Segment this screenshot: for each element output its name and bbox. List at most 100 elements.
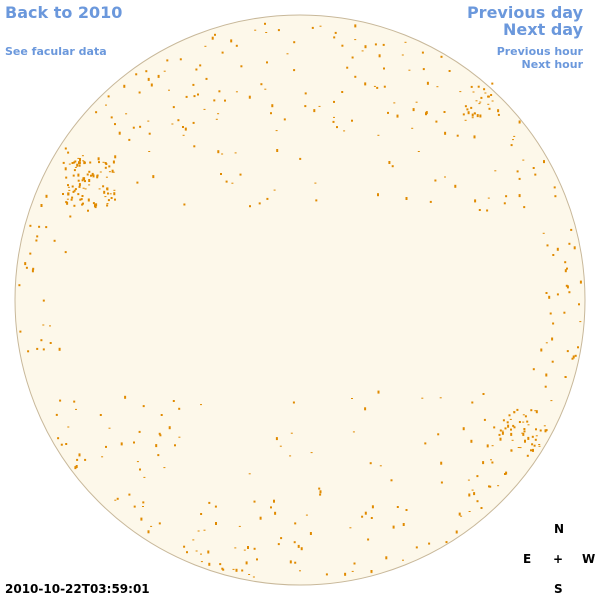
facula [351,119,353,122]
facula [470,439,473,443]
facula [480,96,483,99]
facula [513,426,516,429]
facula [405,509,408,511]
facula [95,111,98,114]
facula [556,247,559,251]
facula [112,160,115,164]
facula [566,350,569,353]
facula [172,106,175,109]
facula [105,445,107,448]
facula [182,134,185,136]
facula [378,54,381,58]
facula [260,83,263,86]
facula [487,103,490,105]
facula [491,82,494,85]
facula [552,254,555,256]
facula [351,56,354,59]
facula [80,198,83,201]
facula [516,408,519,411]
facula [408,69,411,71]
facula [65,443,68,445]
facula [172,400,175,402]
facula [57,437,60,440]
facula [84,458,87,461]
facula [299,570,301,572]
facula [498,433,501,436]
facula [510,449,513,452]
back-link[interactable]: Back to 2010 [5,3,123,22]
facula [543,160,545,164]
facula [550,400,553,402]
previous-day-link[interactable]: Previous day [466,3,583,22]
facula [405,197,408,200]
facula [62,193,64,195]
facula [440,461,443,465]
facula [55,413,58,416]
facula [220,173,222,175]
facula [290,432,293,434]
facula [422,68,425,71]
facula [234,152,237,154]
facula [377,193,379,197]
facula [152,175,155,179]
facula [148,151,151,152]
facula [76,163,79,167]
facula [70,198,73,201]
facula [136,461,139,463]
facula [578,303,580,306]
facula [24,262,27,266]
facula [304,105,307,108]
next-day-link[interactable]: Next day [503,20,583,39]
facula [548,295,551,299]
next-hour-link[interactable]: Next hour [521,58,584,71]
facula [254,29,257,31]
facula [493,426,496,429]
facula [412,108,415,112]
facula [543,425,546,427]
facula [571,357,574,360]
previous-hour-link[interactable]: Previous hour [496,45,583,58]
facula [364,45,367,49]
facula [512,424,515,427]
facula [66,201,69,205]
facula [544,385,547,388]
facula [77,173,80,177]
facula [45,194,48,198]
facula [473,135,476,139]
facula [142,501,145,504]
facula [377,390,380,394]
facula [377,134,380,136]
facula [90,174,92,177]
facula [94,206,97,209]
facula [470,106,473,109]
facula [387,111,389,114]
facula [205,77,208,80]
facula [434,179,437,182]
facula [568,242,571,245]
facula [101,456,104,458]
facula [232,568,235,570]
facula [304,92,307,95]
facula [391,165,394,168]
facular-link[interactable]: See facular data [5,45,107,58]
facula [139,125,142,128]
facula [106,203,109,205]
facula [376,86,379,89]
facula [64,251,67,254]
facula [67,192,70,196]
facula [87,209,89,212]
facula [522,159,525,161]
facula [248,473,251,475]
facula [475,100,478,102]
facula [73,204,76,207]
facula [110,116,113,119]
facula [518,177,521,180]
facula [139,468,141,471]
facula [369,462,372,465]
facula [27,350,30,353]
compass-north: N [554,522,565,536]
facula [468,511,471,512]
facula [103,190,106,194]
facula [544,429,547,433]
facula [138,430,141,433]
